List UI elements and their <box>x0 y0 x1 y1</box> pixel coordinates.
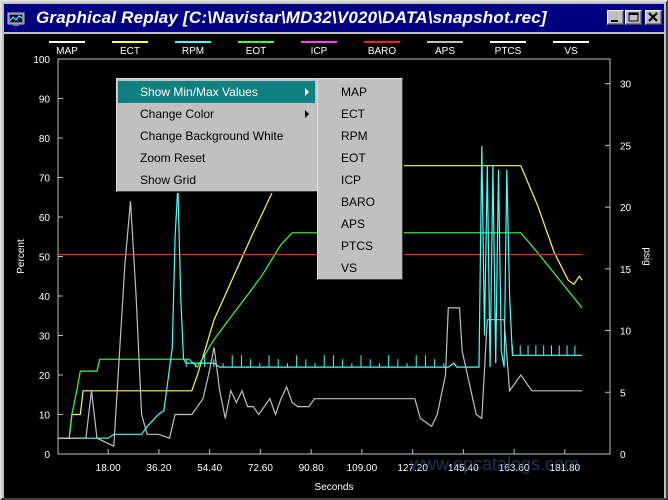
legend-label-eot: EOT <box>246 46 267 57</box>
y-tick-label: 20 <box>39 371 51 382</box>
x-tick-label: 54.40 <box>197 463 222 474</box>
submenu-arrow-icon <box>305 88 309 96</box>
y-tick-label: 40 <box>39 292 51 303</box>
submenu-item-aps[interactable]: APS <box>341 217 366 231</box>
x-tick-label: 181.80 <box>550 463 581 474</box>
menu-item-label: Change Background White <box>140 129 284 143</box>
x-tick-label: 127.20 <box>397 463 428 474</box>
y2-tick-label: 10 <box>620 327 632 338</box>
legend-label-ptcs: PTCS <box>495 46 522 57</box>
menu-item-zoom-reset[interactable]: Zoom Reset <box>118 147 315 169</box>
submenu-show-minmax: MAP ECT RPM EOT ICP BARO APS PTCS VS <box>317 78 403 280</box>
app-icon <box>7 12 25 26</box>
menu-item-label: Change Color <box>140 107 215 121</box>
x-tick-label: 18.00 <box>96 463 121 474</box>
menu-item-label: Zoom Reset <box>140 151 206 165</box>
menu-item-label: Show Min/Max Values <box>140 85 258 99</box>
x-tick-label: 90.80 <box>299 463 324 474</box>
y-tick-label: 90 <box>39 95 51 106</box>
legend-label-rpm: RPM <box>182 46 204 57</box>
submenu-item-baro[interactable]: BARO <box>341 195 376 209</box>
legend-label-vs: VS <box>564 46 578 57</box>
y-tick-label: 80 <box>39 134 51 145</box>
submenu-item-ptcs[interactable]: PTCS <box>341 239 374 253</box>
x-axis-label: Seconds <box>315 482 354 493</box>
submenu-item-map[interactable]: MAP <box>341 85 368 99</box>
y-tick-label: 30 <box>39 332 51 343</box>
y2-tick-label: 30 <box>620 80 632 91</box>
y-tick-label: 0 <box>44 450 50 461</box>
submenu-item-ect[interactable]: ECT <box>341 107 365 121</box>
menu-item-show-min-max-values[interactable]: Show Min/Max Values <box>118 81 315 103</box>
maximize-button[interactable] <box>625 10 642 25</box>
series-line-aps <box>58 201 583 448</box>
close-icon <box>648 12 658 22</box>
minimize-button[interactable] <box>607 10 624 25</box>
y2-tick-label: 20 <box>620 203 632 214</box>
menu-item-change-color[interactable]: Change Color <box>118 103 315 125</box>
y-tick-label: 60 <box>39 213 51 224</box>
y2-axis-label: psig <box>641 247 652 265</box>
series-line-rpm <box>58 145 583 439</box>
menu-item-label: Show Grid <box>140 173 197 187</box>
y-axis-label: Percent <box>16 239 27 274</box>
legend-label-ect: ECT <box>120 46 140 57</box>
context-menu: Show Min/Max Values Change Color Change Ba… <box>116 78 318 192</box>
legend-label-baro: BARO <box>368 46 397 57</box>
x-tick-label: 36.20 <box>146 463 171 474</box>
series-line-ect <box>58 165 583 439</box>
x-tick-label: 109.00 <box>347 463 378 474</box>
y2-tick-label: 5 <box>620 388 626 399</box>
close-button[interactable] <box>645 10 662 25</box>
y-tick-label: 10 <box>39 411 51 422</box>
minimize-icon <box>611 20 618 22</box>
submenu-arrow-icon <box>305 110 309 118</box>
submenu-item-rpm[interactable]: RPM <box>341 129 368 143</box>
x-tick-label: 163.60 <box>499 463 530 474</box>
y-tick-label: 70 <box>39 174 51 185</box>
submenu-item-vs[interactable]: VS <box>341 261 358 275</box>
legend-label-map: MAP <box>56 46 78 57</box>
submenu-item-icp[interactable]: ICP <box>341 173 362 187</box>
series-line-eot <box>58 232 583 439</box>
legend-label-icp: ICP <box>311 46 328 57</box>
title-bar[interactable]: Graphical Replay [C:\Navistar\MD32\V020\… <box>4 4 664 32</box>
x-tick-label: 72.60 <box>248 463 273 474</box>
legend-label-aps: APS <box>435 46 455 57</box>
window-title: Graphical Replay [C:\Navistar\MD32\V020\… <box>36 8 547 27</box>
y2-tick-label: 15 <box>620 265 632 276</box>
chart-svg[interactable]: MAP ECT RPM EOT ICP BARO APS PTCS VS010203040506… <box>4 34 664 498</box>
maximize-icon <box>628 12 639 22</box>
y-tick-label: 100 <box>33 55 50 66</box>
y2-tick-label: 25 <box>620 141 632 152</box>
menu-item-change-background-white[interactable]: Change Background White <box>118 125 315 147</box>
watermark: www.epcatalogs.com <box>410 454 580 474</box>
y2-tick-label: 0 <box>620 450 626 461</box>
y-tick-label: 50 <box>39 253 51 264</box>
submenu-item-eot[interactable]: EOT <box>341 151 366 165</box>
x-tick-label: 145.40 <box>448 463 479 474</box>
menu-item-show-grid[interactable]: Show Grid <box>118 169 315 191</box>
